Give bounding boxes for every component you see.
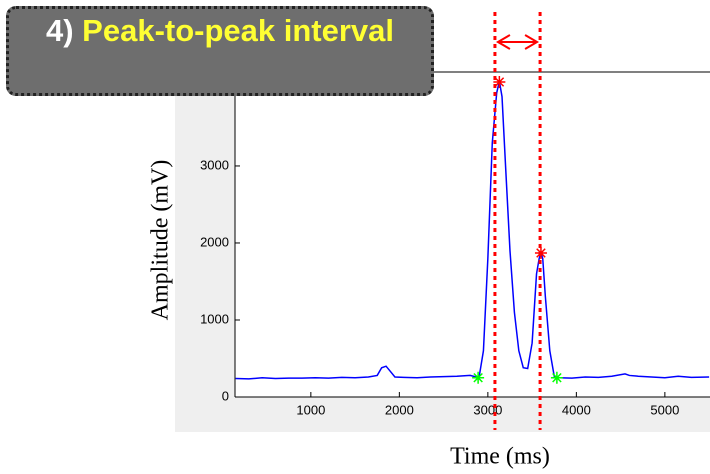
y-axis-label: Amplitude (mV) [148, 160, 174, 321]
signal-line [235, 81, 710, 380]
y-tick-label: 2000 [200, 234, 229, 249]
star-marker [472, 371, 485, 384]
star-marker [493, 76, 506, 89]
axes-area [235, 72, 710, 397]
y-tick-label: 3000 [200, 157, 229, 172]
y-tick-label: 0 [222, 388, 229, 403]
x-tick-label: 1000 [296, 402, 325, 417]
star-marker [550, 371, 563, 384]
y-tick-label: 1000 [200, 311, 229, 326]
x-tick-label: 2000 [385, 402, 414, 417]
interval-arrow [495, 34, 540, 50]
annotation-number: 4) [45, 13, 74, 48]
x-axis-label: Time (ms) [450, 444, 550, 470]
plot-content [235, 81, 710, 380]
x-tick-label: 4000 [562, 402, 591, 417]
annotation-box: 4) Peak-to-peak interval [6, 6, 434, 96]
annotation-text: Peak-to-peak interval [82, 13, 395, 48]
x-tick-label: 5000 [650, 402, 679, 417]
x-tick-label: 3000 [473, 402, 502, 417]
